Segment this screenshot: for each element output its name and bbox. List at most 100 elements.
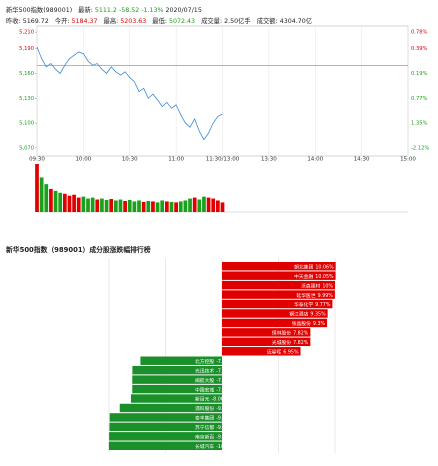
rank-name: 华泰化学	[294, 301, 313, 308]
y-tick-label: 5,210	[19, 30, 34, 36]
ranking-title: 新华500指数（989001）成分股涨跌幅排行榜	[6, 245, 151, 254]
rank-name: 长城汽车	[195, 442, 214, 449]
rank-name: 恒林股份	[272, 329, 291, 336]
header-item: 成交量:	[201, 16, 222, 25]
rank-value: -7.94%	[216, 377, 233, 383]
header-line: 新华500指数(989001) 最新: 5111.2 -58.52 -1.13% 2020…	[6, 5, 202, 14]
rank-bar	[222, 299, 333, 309]
rank-bar	[132, 365, 222, 375]
rank-value: -7.22%	[216, 358, 233, 364]
x-tick-label: 09:30	[29, 157, 45, 163]
volume-bar	[104, 200, 109, 212]
rank-label: 浦科股份 -9.05%	[195, 405, 234, 412]
rank-name: 光迅技术	[195, 367, 214, 374]
rank-value: -9.99%	[216, 434, 233, 440]
header-item: 2.50亿手	[224, 16, 251, 25]
rank-value: 9.77%	[315, 302, 331, 308]
y-tick-label: 5,190	[19, 46, 34, 52]
volume-bar	[53, 190, 58, 212]
rank-label: 华泰化学 9.77%	[294, 301, 331, 308]
rank-name: 新目元	[195, 395, 210, 402]
volume-bar	[76, 197, 81, 212]
rank-value: 6.95%	[283, 349, 299, 355]
rank-value: -9.05%	[216, 406, 233, 412]
rank-label: 北方控股 -7.22%	[195, 357, 234, 364]
header-item: -58.52	[119, 7, 139, 14]
volume-bar	[137, 200, 141, 212]
rank-bar	[222, 347, 301, 356]
volume-bar	[118, 199, 123, 212]
rank-value: 10%	[322, 283, 333, 289]
rank-value: -9.96%	[216, 425, 233, 431]
rank-label: 恒林股份 7.82%	[272, 329, 309, 336]
rank-label: 张晶股份 9.3%	[292, 320, 326, 327]
y2-tick-label: 1.35%	[411, 121, 428, 127]
header-line: 昨收: 5169.72 今开: 5184.37 最高: 5203.63 最低: 5072.43…	[6, 16, 312, 25]
rank-name: 苏宁信都	[195, 424, 214, 431]
header-item: 5072.43	[169, 18, 195, 25]
volume-bar	[81, 196, 86, 212]
rank-bar	[109, 413, 222, 422]
header-item: 5203.63	[120, 18, 146, 25]
volume-bar	[109, 199, 114, 212]
volume-bar	[72, 194, 76, 212]
rank-bar	[109, 422, 222, 432]
volume-bar	[155, 202, 160, 212]
rank-bar	[222, 271, 336, 280]
rank-label: 朝北集团 10.06%	[294, 263, 334, 270]
volume-bar	[123, 200, 127, 212]
header-item: 最新:	[78, 5, 93, 14]
rank-name: 中国宏城	[195, 386, 214, 393]
rank-name: 南京新百	[195, 433, 214, 440]
rank-label: 苏宁信都 -9.96%	[195, 424, 234, 431]
volume-bar	[132, 201, 137, 212]
rank-bar	[130, 394, 222, 403]
volume-bar	[192, 197, 197, 212]
volume-bar	[151, 201, 155, 212]
y2-tick-label: 0.77%	[411, 96, 428, 102]
rank-bar	[132, 375, 222, 384]
rank-bar	[222, 309, 328, 318]
rank-label: 迈星晖 6.95%	[267, 348, 299, 355]
header-item: 成交额:	[257, 16, 278, 25]
price-line	[36, 46, 223, 141]
rank-label: 闽航大股 -7.94%	[195, 376, 234, 383]
rank-label: 中天金融 10.05%	[294, 272, 334, 279]
rank-bar	[119, 403, 222, 413]
rank-name: 张晶股份	[292, 320, 311, 327]
rank-value: 7.82%	[293, 330, 309, 336]
volume-bar	[86, 198, 90, 212]
header-item: 今开:	[55, 16, 70, 25]
volume-bar	[160, 200, 165, 212]
rank-bar	[222, 328, 311, 337]
volume-bar	[58, 192, 63, 212]
rank-bar	[222, 280, 335, 290]
rank-bar	[222, 318, 328, 328]
volume-bar	[67, 195, 72, 212]
volume-bar	[95, 199, 100, 212]
rank-name: 泰丰集团	[195, 414, 214, 421]
rank-label: 钢江酒店 9.35%	[289, 310, 326, 317]
header-item: 新华500指数(989001)	[6, 5, 72, 14]
x-tick-label: 13:30	[261, 157, 277, 163]
volume-bar	[183, 200, 188, 212]
header-item: 5169.72	[23, 18, 49, 25]
header-item: 2020/07/15	[166, 7, 202, 14]
rank-label: 延华医世 9.99%	[296, 291, 333, 298]
rank-name: 迈星晖	[267, 348, 282, 355]
x-tick-label: 10:30	[122, 157, 138, 163]
x-tick-label: 15:00	[400, 157, 416, 163]
volume-bar	[220, 202, 225, 212]
rank-value: 10.06%	[315, 264, 334, 270]
rank-label: 新目元 -8.06%	[195, 395, 229, 402]
rank-value: 9.35%	[310, 311, 326, 317]
volume-bar	[146, 200, 151, 212]
rank-bar	[140, 356, 222, 365]
x-tick-label: 14:30	[354, 157, 370, 163]
rank-value: -10.01%	[216, 443, 236, 449]
volume-bar	[127, 200, 132, 212]
x-tick-label: 11:30/13:00	[206, 157, 240, 163]
header-item: -1.13%	[141, 7, 163, 14]
header-item: 4304.70亿	[280, 16, 312, 25]
